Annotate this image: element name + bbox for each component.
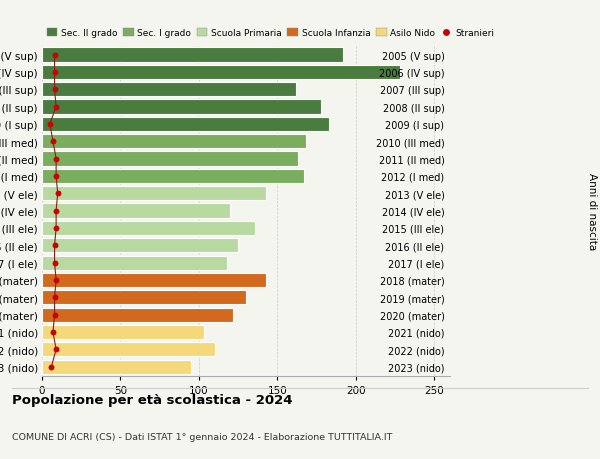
Bar <box>42 152 298 166</box>
Bar <box>42 239 238 253</box>
Bar <box>42 204 230 218</box>
Point <box>52 225 61 232</box>
Point <box>50 311 59 319</box>
Point <box>52 173 61 180</box>
Bar <box>42 256 227 270</box>
Point <box>52 104 61 111</box>
Bar <box>42 83 296 97</box>
Bar <box>42 187 266 201</box>
Bar <box>42 291 246 305</box>
Bar <box>42 169 304 184</box>
Bar <box>42 273 266 287</box>
Point <box>48 138 58 146</box>
Point <box>52 156 61 163</box>
Point <box>50 52 59 59</box>
Text: Anni di nascita: Anni di nascita <box>587 173 597 250</box>
Bar <box>42 118 329 132</box>
Bar <box>42 48 343 62</box>
Point <box>52 207 61 215</box>
Point <box>50 69 59 76</box>
Legend: Sec. II grado, Sec. I grado, Scuola Primaria, Scuola Infanzia, Asilo Nido, Stran: Sec. II grado, Sec. I grado, Scuola Prim… <box>47 29 494 38</box>
Bar <box>42 342 215 357</box>
Point <box>52 277 61 284</box>
Bar <box>42 66 400 80</box>
Bar <box>42 360 191 374</box>
Point <box>45 121 55 129</box>
Text: Popolazione per età scolastica - 2024: Popolazione per età scolastica - 2024 <box>12 393 293 406</box>
Point <box>50 294 59 301</box>
Point <box>52 346 61 353</box>
Bar <box>42 135 305 149</box>
Point <box>47 363 56 370</box>
Bar <box>42 308 233 322</box>
Bar <box>42 100 322 114</box>
Point <box>50 242 59 249</box>
Point <box>53 190 62 197</box>
Point <box>50 86 59 94</box>
Point <box>48 329 58 336</box>
Point <box>50 259 59 267</box>
Bar <box>42 325 203 339</box>
Bar <box>42 221 256 235</box>
Text: COMUNE DI ACRI (CS) - Dati ISTAT 1° gennaio 2024 - Elaborazione TUTTITALIA.IT: COMUNE DI ACRI (CS) - Dati ISTAT 1° genn… <box>12 431 392 441</box>
